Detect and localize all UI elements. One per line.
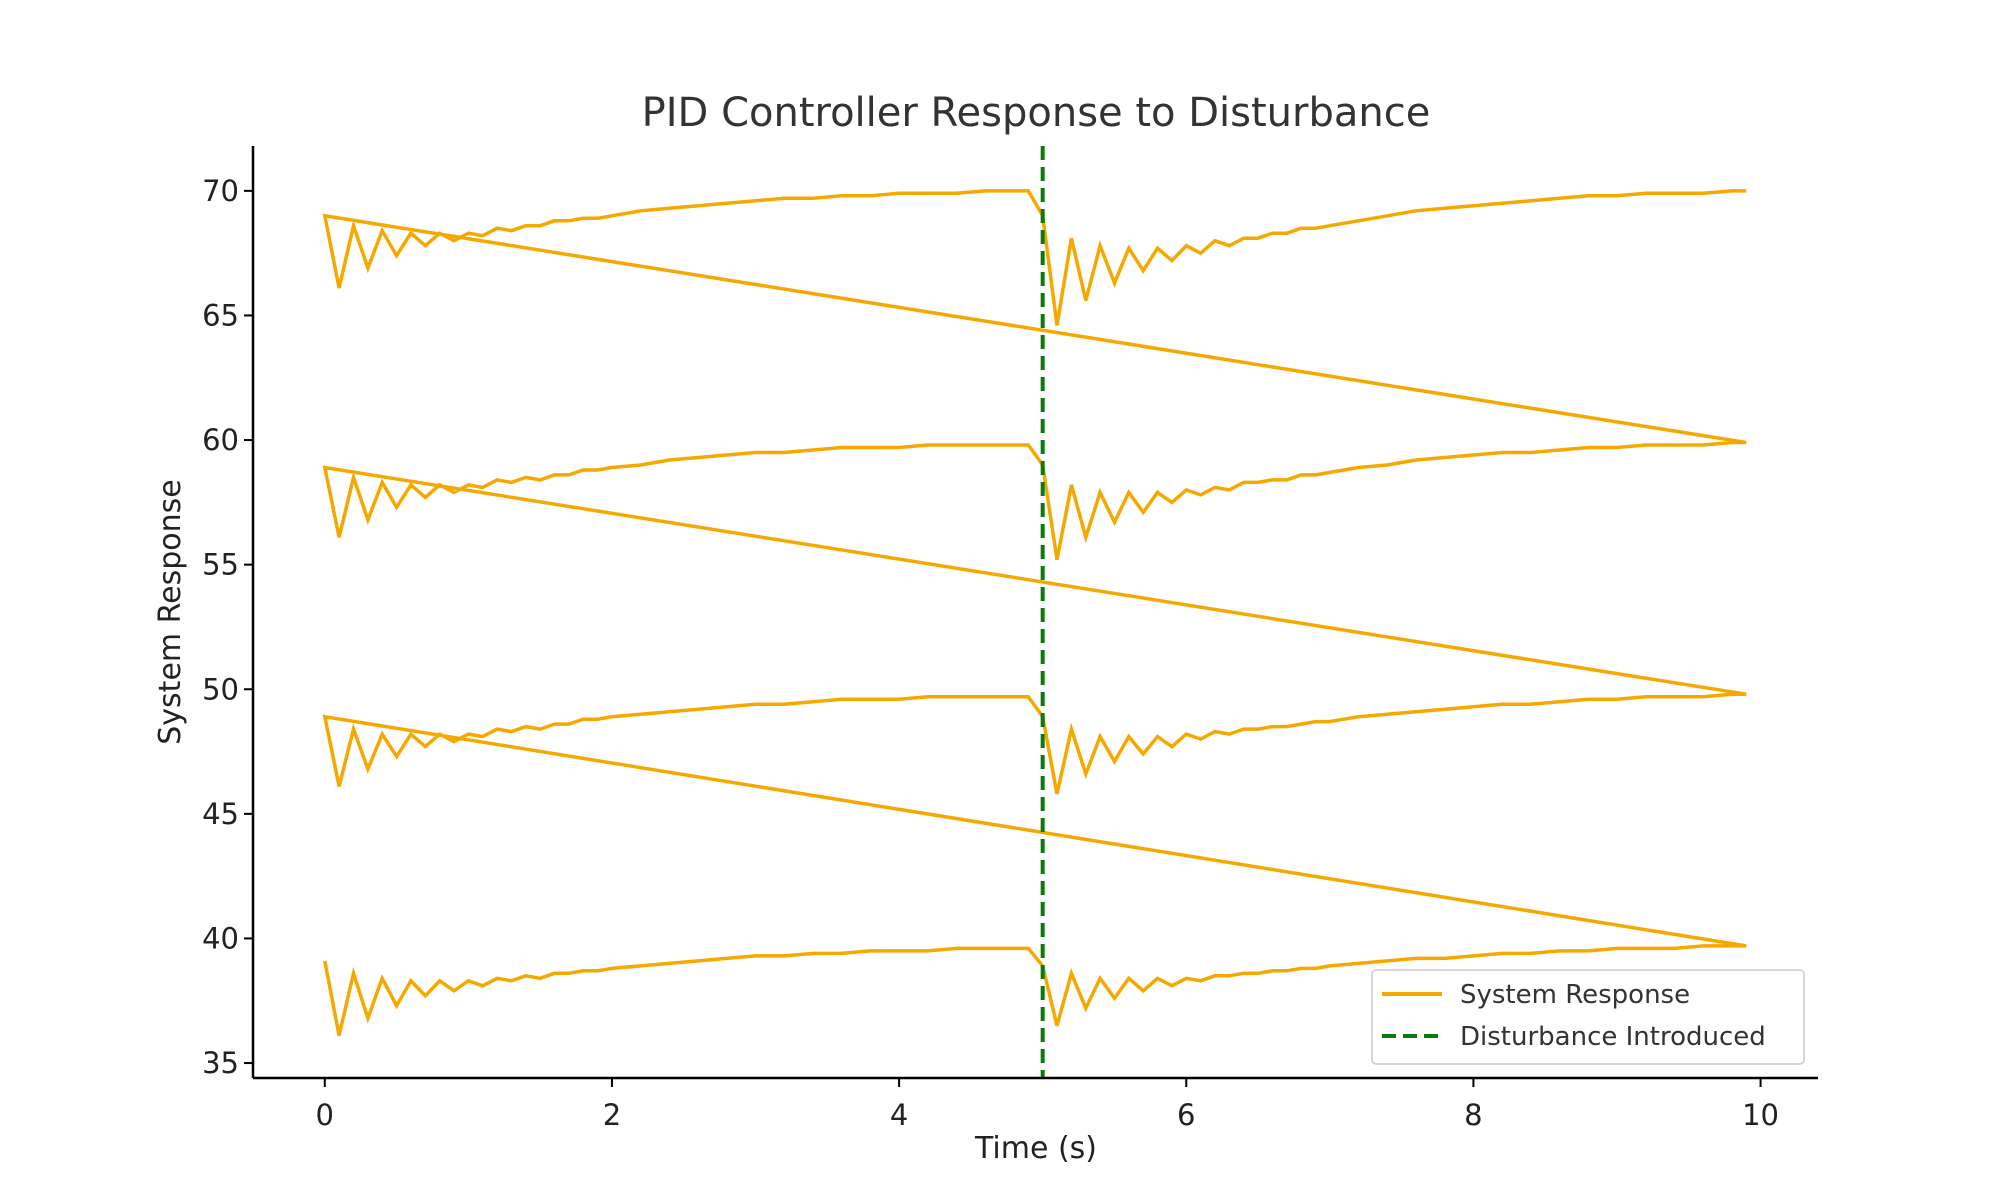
- legend-label-disturbance: Disturbance Introduced: [1460, 1022, 1766, 1052]
- legend-box: [1371, 969, 1805, 1065]
- y-tick-label: 65: [202, 298, 239, 332]
- y-tick-label: 40: [202, 921, 239, 955]
- y-tick-label: 50: [202, 672, 239, 706]
- y-axis-label: System Response: [153, 479, 188, 745]
- x-tick-label: 2: [603, 1098, 621, 1132]
- x-tick-label: 0: [316, 1098, 334, 1132]
- x-tick-label: 10: [1742, 1098, 1779, 1132]
- y-tick-label: 35: [202, 1046, 239, 1080]
- legend: System Response Disturbance Introduced: [1371, 969, 1805, 1065]
- chart-title: PID Controller Response to Disturbance: [642, 90, 1431, 136]
- x-axis: 0 2 4 6 8 10: [316, 1078, 1779, 1132]
- plot-area: [322, 146, 1747, 1078]
- x-axis-label: Time (s): [974, 1131, 1097, 1166]
- legend-label-response: System Response: [1460, 980, 1690, 1010]
- y-tick-label: 45: [202, 797, 239, 831]
- x-tick-label: 8: [1464, 1098, 1482, 1132]
- x-tick-label: 4: [890, 1098, 908, 1132]
- y-tick-label: 55: [202, 548, 239, 582]
- series-line-system-response: [322, 189, 1747, 1036]
- x-tick-label: 6: [1177, 1098, 1195, 1132]
- y-tick-label: 60: [202, 423, 239, 457]
- y-axis: 35 40 45 50 55 60 65 70: [202, 174, 253, 1080]
- y-tick-label: 70: [202, 174, 239, 208]
